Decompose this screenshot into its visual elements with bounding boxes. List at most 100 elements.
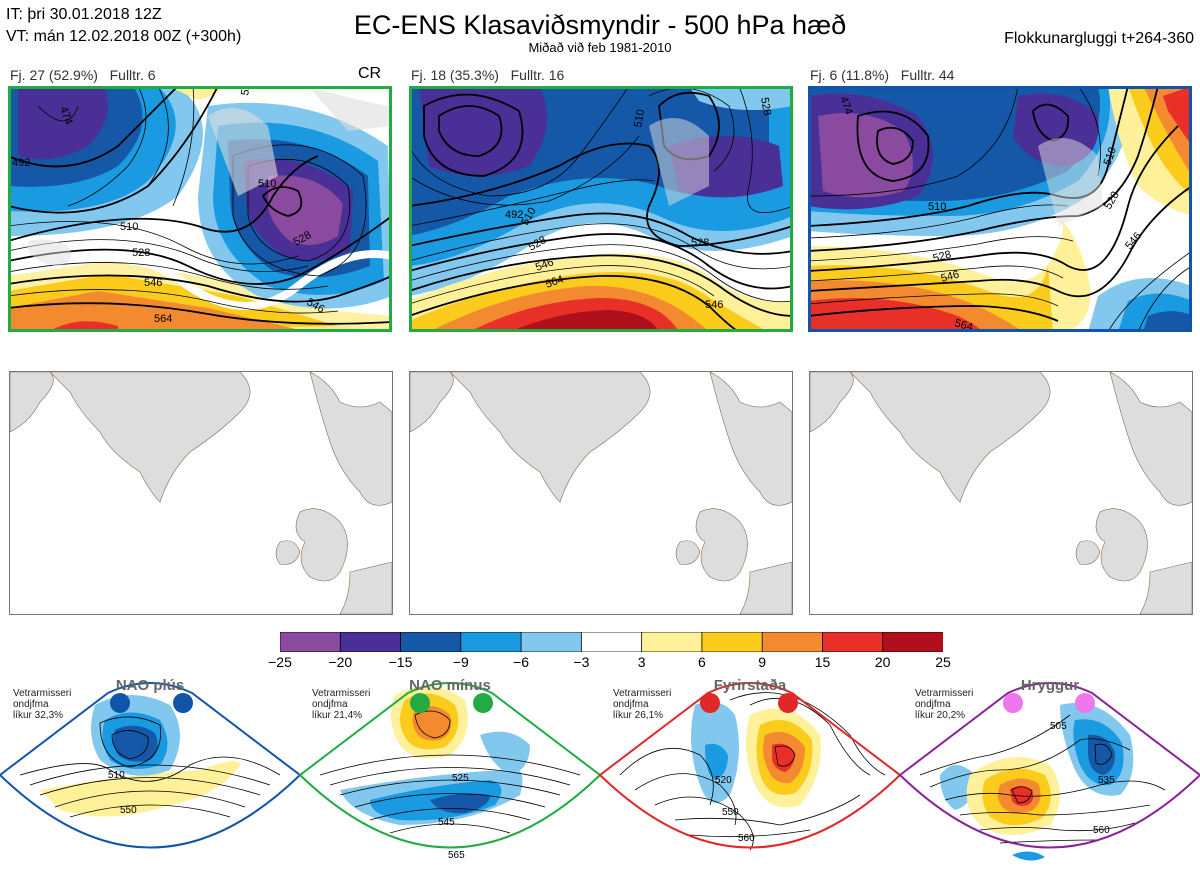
note-line: Vetrarmisseri	[13, 688, 72, 699]
regime-1-contour-labels: 510 550	[108, 770, 137, 816]
regime-4-contour-labels: 505 535 560	[1050, 721, 1115, 836]
cluster-1-border	[8, 86, 392, 332]
colorbar-swatches	[279, 631, 944, 653]
regime-1-note: Vetrarmisseri ondjfma líkur 32,3%	[13, 688, 71, 721]
contour-label: 492	[12, 157, 30, 169]
valid-time: VT: mán 12.02.2018 00Z (+300h)	[6, 28, 242, 45]
classification-window: Flokkunargluggi t+264-360	[1004, 30, 1194, 47]
colorbar-swatch	[339, 631, 402, 653]
contour-label: 550	[722, 807, 739, 818]
contour-label: 564	[953, 317, 974, 332]
regime-1-title: NAO plús	[115, 677, 185, 694]
cluster-1-rep: Fulltr. 6	[109, 67, 156, 83]
contour-label: 546	[534, 256, 555, 274]
regime-4-note: Vetrarmisseri ondjfma líkur 20,2%	[915, 688, 973, 721]
colorbar-tick-label: −20	[328, 654, 353, 670]
note-line: ondjfma	[312, 699, 348, 710]
contour-label: 546	[144, 277, 162, 289]
contour-label: 528	[691, 237, 709, 249]
contour-label: 565	[448, 850, 465, 861]
basemap-3-land	[810, 372, 1192, 614]
regimes-row: 510 550	[0, 675, 1200, 871]
colorbar-tick-label: −25	[268, 654, 292, 670]
contour-label: 564	[544, 273, 565, 291]
colorbar-tick-label: 9	[758, 654, 767, 670]
contour-label: 510	[258, 178, 276, 190]
colorbar-tick-label: −9	[452, 654, 469, 670]
colorbar-swatch	[460, 631, 522, 653]
contour-label: 550	[120, 805, 137, 816]
regime-3-title: Fyrirstaða	[713, 677, 787, 694]
cluster-1-label: Fj. 27 (52.9%) Fulltr. 6	[10, 67, 156, 83]
basemap-1	[9, 371, 393, 615]
contour-label: 560	[1093, 825, 1110, 836]
colorbar-swatch	[701, 631, 764, 653]
colorbar-swatch	[761, 631, 824, 653]
colorbar-swatch	[520, 631, 583, 653]
colorbar-tick-label: −3	[573, 654, 590, 670]
cluster-2-map: 492 510 528 546 564 510 528 546 528	[409, 86, 793, 332]
contour-label: 474	[57, 105, 75, 126]
header-dates: IT: þri 30.01.2018 12Z VT: mán 12.02.201…	[6, 4, 241, 48]
page-subtitle: Miðað við feb 1981-2010	[528, 40, 672, 55]
regime-4-title: Hryggur	[1020, 677, 1080, 694]
cluster-1-field: 474 492 510 528 546 564 510 528 546 528	[8, 86, 392, 332]
cluster-2-rep: Fulltr. 16	[510, 67, 565, 83]
cluster-3-label: Fj. 6 (11.8%) Fulltr. 44	[810, 67, 954, 83]
regime-2-contour-labels: 525 545 565	[438, 773, 469, 861]
contour-label: 510	[1102, 146, 1120, 167]
cluster-2-border	[409, 86, 793, 332]
colorbar-tick-label: 6	[697, 654, 706, 670]
contour-label: 492	[505, 209, 523, 221]
contour-label: 560	[738, 833, 755, 844]
regime-2-note: Vetrarmisseri ondjfma líkur 21,4%	[312, 688, 370, 721]
colorbar-tick-label: 25	[935, 654, 951, 670]
regime-4-fan: 505 535 560	[898, 682, 1200, 861]
note-line: Vetrarmisseri	[312, 688, 371, 699]
contour-label: 545	[438, 817, 455, 828]
colorbar-tick-label: 3	[637, 654, 646, 670]
note-line: Vetrarmisseri	[915, 688, 974, 699]
regime-2-title: NAO mínus	[409, 677, 491, 694]
cluster-1-contour-labels: 474 492 510 528 546 564 510 528 546 528	[12, 86, 326, 325]
colorbar-swatch	[580, 631, 643, 653]
contour-label: 546	[705, 299, 723, 311]
colorbar-swatch	[882, 631, 944, 653]
cluster-3-border	[808, 86, 1192, 332]
page-title: EC-ENS Klasaviðsmyndir - 500 hPa hæð	[353, 10, 847, 40]
colorbar	[279, 631, 944, 653]
cluster-1-map: 474 492 510 528 546 564 510 528 546 528	[8, 86, 392, 332]
cluster-2-field: 492 510 528 546 564 510 528 546 528	[409, 86, 793, 332]
colorbar-tick-label: −6	[513, 654, 530, 670]
note-line: ondjfma	[613, 699, 649, 710]
contour-label: 520	[715, 775, 732, 786]
cluster-3-rep: Fulltr. 44	[900, 67, 955, 83]
contour-label: 510	[928, 201, 946, 213]
regime-1-fan: 510 550	[0, 682, 302, 849]
contour-label: 528	[758, 96, 773, 116]
basemap-1-land	[10, 372, 392, 614]
contour-label: 535	[1098, 775, 1115, 786]
colorbar-tick-label: 15	[814, 654, 831, 670]
contour-label: 528	[932, 249, 953, 265]
colorbar-tick-label: −15	[388, 654, 413, 670]
contour-label: 528	[239, 86, 254, 97]
note-line: ondjfma	[13, 699, 49, 710]
basemap-3	[809, 371, 1193, 615]
contour-label: 510	[108, 770, 125, 781]
cluster-1-count: Fj. 27 (52.9%)	[10, 67, 98, 83]
cluster-1-tag: CR	[358, 65, 382, 82]
note-line: ondjfma	[915, 699, 951, 710]
cluster-3-map: 474 510 528 546 564 510 528 546	[808, 86, 1192, 332]
note-line: Vetrarmisseri	[613, 688, 672, 699]
contour-label: 528	[132, 247, 150, 259]
regime-3-note: Vetrarmisseri ondjfma líkur 26,1%	[613, 688, 671, 721]
contour-label: 505	[1050, 721, 1067, 732]
contour-label: 510	[120, 221, 138, 233]
cluster-2-label: Fj. 18 (35.3%) Fulltr. 16	[411, 67, 564, 83]
note-line: líkur 32,3%	[13, 710, 64, 721]
colorbar-swatch	[400, 631, 462, 653]
contour-label: 510	[632, 108, 647, 128]
note-line: líkur 26,1%	[613, 710, 664, 721]
contour-label: 525	[452, 773, 469, 784]
